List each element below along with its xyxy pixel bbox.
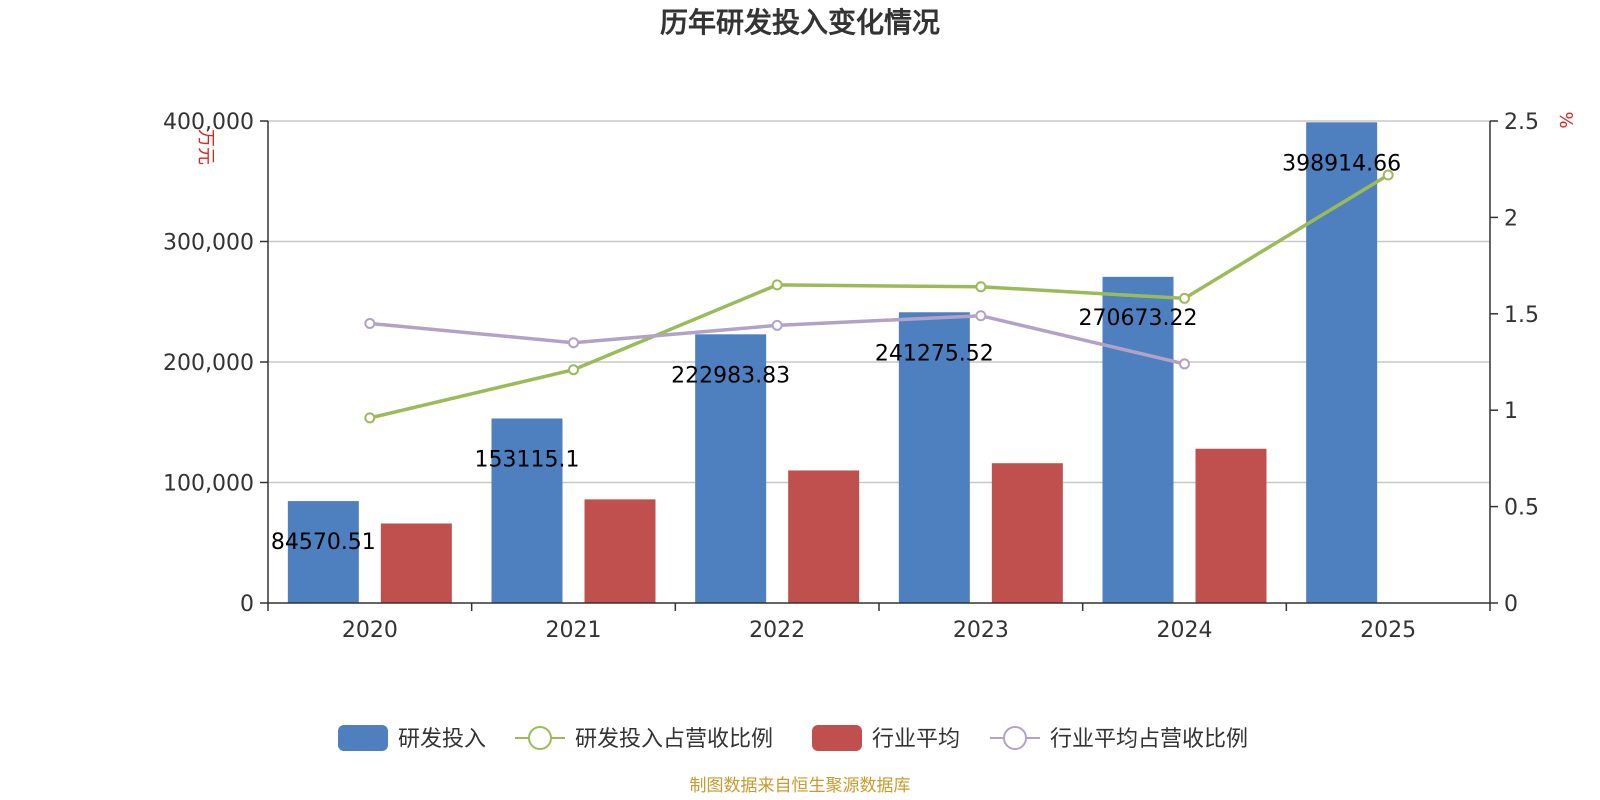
y-right-tick-label: 1.5 <box>1504 303 1539 328</box>
data-label: 222983.83 <box>671 363 790 388</box>
chart-title: 历年研发投入变化情况 <box>660 6 940 39</box>
grid-lines <box>268 120 1490 484</box>
data-label: 153115.1 <box>475 447 580 472</box>
y-right-tick-label: 0.5 <box>1504 496 1539 521</box>
series-point <box>1382 169 1394 181</box>
series-point <box>771 279 783 291</box>
y-left-tick-label: 400,000 <box>163 110 254 135</box>
bars <box>287 122 1378 604</box>
series-lines <box>364 169 1394 424</box>
bar <box>1102 276 1174 603</box>
series-line <box>369 173 1390 420</box>
x-tick-label: 2021 <box>546 618 602 643</box>
y-left-tick-label: 0 <box>240 592 254 617</box>
x-tick-label: 2024 <box>1157 618 1213 643</box>
legend-swatch-marker <box>1003 726 1027 750</box>
x-tick-label: 2025 <box>1360 618 1416 643</box>
bar <box>788 470 860 603</box>
bar <box>491 418 563 603</box>
bar <box>695 334 767 603</box>
y-axis-left-unit: 万元 <box>195 129 216 165</box>
legend-label: 研发投入 <box>398 727 486 752</box>
legend: 研发投入 研发投入占营收比例 行业平均 行业平均占营收比例 <box>338 725 1248 752</box>
legend-label: 行业平均占营收比例 <box>1050 727 1248 752</box>
legend-swatch <box>338 725 388 751</box>
y-left-tick-label: 100,000 <box>163 472 254 497</box>
y-right-tick-label: 2 <box>1504 206 1518 231</box>
data-label: 241275.52 <box>875 341 994 366</box>
y-left-tick-label: 300,000 <box>163 231 254 256</box>
legend-label: 行业平均 <box>872 727 960 752</box>
data-labels: 84570.51 153115.1 222983.83 241275.52 270673… <box>271 151 1401 555</box>
x-tick-label: 2020 <box>342 618 398 643</box>
bar <box>287 501 359 603</box>
legend-label: 研发投入占营收比例 <box>575 727 773 752</box>
bar <box>1195 448 1267 603</box>
axes: 0 100,000 200,000 300,000 400,000 0 0.5 1 1.5 2 2.… <box>163 110 1539 643</box>
legend-swatch-marker <box>528 726 552 750</box>
data-label: 270673.22 <box>1079 306 1198 331</box>
series-point <box>975 281 987 293</box>
y-right-tick-label: 1 <box>1504 399 1518 424</box>
data-label: 398914.66 <box>1282 151 1401 176</box>
series-point <box>568 337 579 349</box>
series-point <box>975 310 987 322</box>
y-axis-right-unit: % <box>1555 111 1576 128</box>
source-note: 制图数据来自恒生聚源数据库 <box>690 776 911 796</box>
bar <box>1306 122 1378 604</box>
series-point <box>771 319 783 331</box>
y-right-tick-label: 2.5 <box>1504 110 1539 135</box>
y-left-tick-label: 200,000 <box>163 351 254 376</box>
legend-swatch <box>812 725 862 751</box>
series-point <box>364 317 376 329</box>
x-tick-label: 2022 <box>749 618 805 643</box>
data-label: 84570.51 <box>271 530 376 555</box>
bar <box>898 312 970 603</box>
bar <box>584 499 656 603</box>
series-point <box>1179 292 1190 304</box>
series-point <box>1179 358 1190 370</box>
x-tick-label: 2023 <box>953 618 1009 643</box>
y-right-tick-label: 0 <box>1504 592 1518 617</box>
series-point <box>364 412 376 424</box>
series-point <box>568 364 579 376</box>
bar <box>380 523 452 603</box>
bar <box>991 463 1063 603</box>
